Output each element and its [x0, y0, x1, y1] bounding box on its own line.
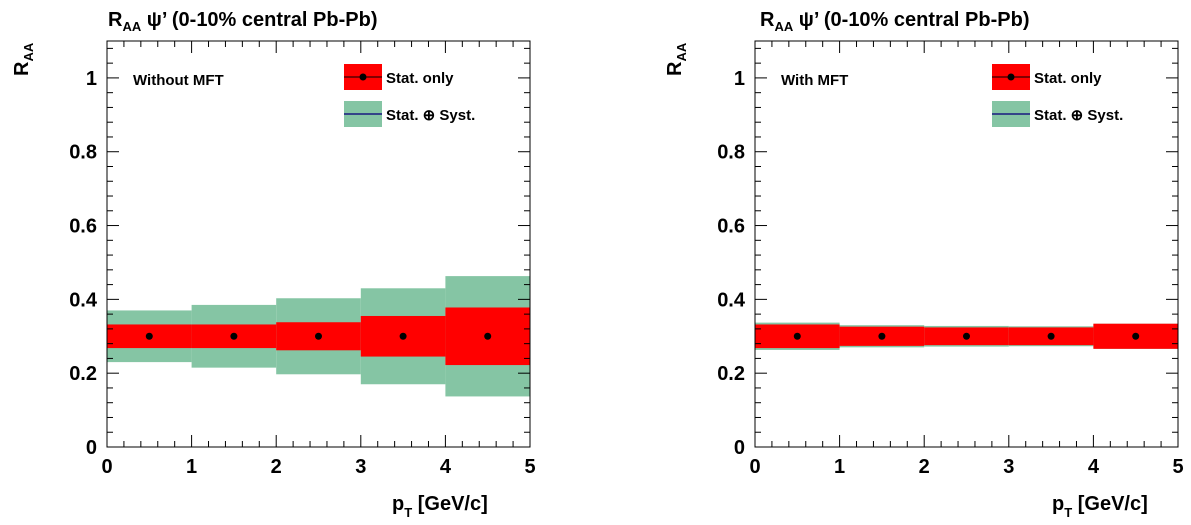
plot-frame [106, 40, 531, 448]
y-tick-label: 0.6 [69, 216, 97, 238]
y-tick-label: 0.6 [717, 216, 745, 238]
x-tick-label: 5 [524, 456, 535, 478]
y-tick-label: 1 [86, 68, 97, 90]
legend-syst-label: Stat. ⊕ Syst. [1034, 107, 1123, 124]
y-tick-label: 0.8 [717, 142, 745, 164]
x-tick-label: 5 [1172, 456, 1183, 478]
y-tick-label: 1 [734, 68, 745, 90]
x-tick-label: 2 [271, 456, 282, 478]
panel-annotation: Without MFT [133, 72, 224, 89]
x-tick-label: 4 [440, 456, 452, 478]
data-point-4 [484, 332, 492, 340]
panel-with-mft: RAA ψ’ (0-10% central Pb-Pb) RAA pT [GeV… [664, 9, 1184, 520]
y-tick-label: 0 [734, 437, 745, 459]
data-point-4 [1132, 332, 1140, 340]
y-tick-label: 0 [86, 437, 97, 459]
legend-stat-marker [1007, 73, 1015, 81]
data-point-3 [399, 332, 407, 340]
data-point-1 [230, 332, 238, 340]
data-point-0 [793, 332, 801, 340]
x-axis-label: pT [GeV/c] [392, 493, 488, 520]
x-axis-label: pT [GeV/c] [1052, 493, 1148, 520]
legend-stat-marker [359, 73, 367, 81]
plot-frame [754, 40, 1179, 448]
y-tick-label: 0.4 [717, 289, 746, 311]
data-point-3 [1047, 332, 1055, 340]
y-axis-label: RAA [11, 42, 36, 76]
data-point-2 [963, 332, 970, 340]
x-tick-label: 0 [749, 456, 760, 478]
panel-without-mft: RAA ψ’ (0-10% central Pb-Pb) RAA pT [GeV… [11, 9, 536, 520]
legend-syst-label: Stat. ⊕ Syst. [386, 107, 475, 124]
panel-annotation: With MFT [781, 72, 848, 89]
chart-title: RAA ψ’ (0-10% central Pb-Pb) [760, 9, 1029, 34]
x-tick-label: 3 [355, 456, 366, 478]
data-point-1 [878, 332, 886, 340]
data-point-2 [315, 332, 322, 340]
x-tick-label: 2 [919, 456, 930, 478]
data-point-0 [145, 332, 153, 340]
legend-stat-label: Stat. only [1034, 70, 1102, 87]
chart-title: RAA ψ’ (0-10% central Pb-Pb) [108, 9, 377, 34]
y-tick-label: 0.4 [69, 289, 98, 311]
x-tick-label: 1 [186, 456, 197, 478]
legend-stat-label: Stat. only [386, 70, 454, 87]
x-tick-label: 3 [1003, 456, 1014, 478]
y-tick-label: 0.8 [69, 142, 97, 164]
y-tick-label: 0.2 [717, 363, 745, 385]
x-tick-label: 1 [834, 456, 845, 478]
y-axis-label: RAA [664, 42, 689, 76]
x-tick-label: 4 [1088, 456, 1100, 478]
x-tick-label: 0 [101, 456, 112, 478]
y-tick-label: 0.2 [69, 363, 97, 385]
